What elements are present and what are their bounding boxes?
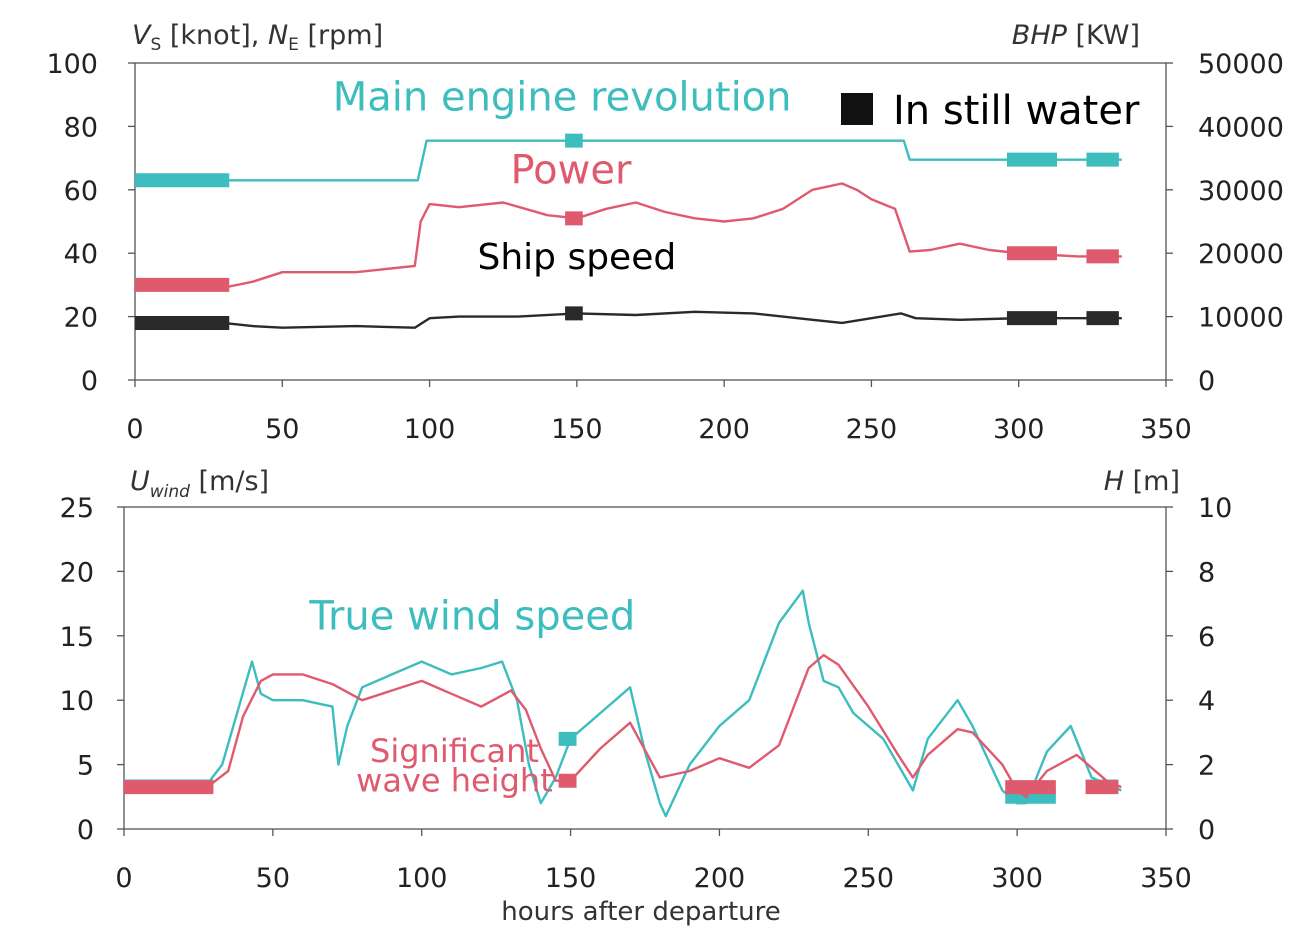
bottom-chart-x-tick-label: 300: [991, 863, 1043, 894]
top-chart-plot-frame: [134, 62, 1167, 381]
top-chart-annotations: Main engine revolution Power Ship speed: [333, 75, 792, 278]
still-water-legend-marker: [841, 93, 873, 125]
bottom-chart-y2-tick-label: 6: [1198, 622, 1215, 653]
top-chart-annotation: Ship speed: [477, 237, 676, 278]
top-chart-y2-tick-label: 40000: [1198, 112, 1284, 143]
bottom-chart-y2-tick-label: 10: [1198, 493, 1232, 524]
bottom-chart-x-tick-label: 350: [1140, 863, 1192, 894]
top-chart-x-tick-label: 350: [1140, 414, 1192, 445]
top-chart-x-tick-label: 250: [846, 414, 898, 445]
bottom-chart-annotation: Significant: [370, 732, 539, 770]
bottom-chart-y-tick-label: 5: [77, 751, 94, 782]
bottom-chart-x-tick-label: 250: [843, 863, 895, 894]
bottom-chart-y2-tick-label: 8: [1198, 557, 1215, 588]
top-chart-y2-tick-label: 0: [1198, 366, 1215, 397]
top-chart-x-tick-label: 100: [404, 414, 456, 445]
top-chart-x-tick-label: 150: [551, 414, 603, 445]
bottom-chart-plot-frame: [123, 506, 1167, 830]
bottom-chart-annotation: True wind speed: [308, 593, 635, 639]
top-chart-y-tick-label: 20: [64, 303, 98, 334]
top-chart-annotation: Power: [510, 147, 631, 193]
bottom-chart: Uwind [m/s] H [m] 0 50 100 150 200 250 300 3500…: [60, 466, 1233, 927]
top-chart-y2-tick-label: 30000: [1198, 176, 1284, 207]
top-chart-y-tick-label: 100: [46, 49, 98, 80]
bottom-chart-y-tick-label: 25: [60, 493, 94, 524]
top-chart-x-tick-label: 200: [698, 414, 750, 445]
top-chart-right-axis-label: BHP [KW]: [1012, 20, 1140, 51]
true-wind-speed-line: [124, 589, 1122, 818]
top-chart-y2-tick-label: 20000: [1198, 239, 1284, 270]
top-chart-axes: 0 50 100 150 200 250 300 3500204060801000100002…: [46, 49, 1283, 445]
top-chart-annotation: Main engine revolution: [333, 75, 792, 121]
bottom-chart-y2-tick-label: 2: [1198, 751, 1215, 782]
bottom-chart-left-axis-label: Uwind [m/s]: [130, 466, 269, 502]
bottom-chart-x-tick-label: 200: [694, 863, 746, 894]
bottom-chart-x-tick-label: 50: [256, 863, 290, 894]
significant-wave-height-line: [124, 653, 1122, 798]
still-water-legend-label: In still water: [893, 88, 1140, 134]
bottom-chart-right-axis-label: H [m]: [1104, 466, 1180, 497]
ship-speed-line: [135, 310, 1122, 329]
top-chart-left-axis-label: VS [knot], NE [rpm]: [132, 20, 383, 55]
top-chart-lines: [135, 133, 1122, 330]
still-water-legend: In still water: [841, 88, 1140, 134]
top-chart-y-tick-label: 60: [64, 176, 98, 207]
top-chart-x-tick-label: 50: [265, 414, 299, 445]
top-chart: VS [knot], NE [rpm] BHP [KW] 0 50 100 150 20…: [46, 20, 1283, 445]
top-chart-y-tick-label: 0: [81, 366, 98, 397]
top-chart-x-tick-label: 0: [126, 414, 143, 445]
bottom-chart-y-tick-label: 0: [77, 815, 94, 846]
power-line: [135, 182, 1122, 288]
bottom-chart-y-tick-label: 15: [60, 622, 94, 653]
top-chart-y-tick-label: 40: [64, 239, 98, 270]
bottom-chart-x-tick-label: 150: [545, 863, 597, 894]
top-chart-x-tick-label: 300: [993, 414, 1045, 445]
bottom-chart-annotation: wave height: [356, 762, 553, 800]
bottom-chart-lines: [124, 589, 1122, 818]
bottom-chart-x-tick-label: 100: [396, 863, 448, 894]
top-chart-y2-tick-label: 50000: [1198, 49, 1284, 80]
top-chart-y2-tick-label: 10000: [1198, 303, 1284, 334]
bottom-chart-y2-tick-label: 0: [1198, 815, 1215, 846]
top-chart-y-tick-label: 80: [64, 112, 98, 143]
bottom-chart-y-tick-label: 10: [60, 686, 94, 717]
bottom-chart-x-axis-label: hours after departure: [501, 897, 781, 927]
bottom-chart-x-tick-label: 0: [115, 863, 132, 894]
bottom-chart-y-tick-label: 20: [60, 557, 94, 588]
bottom-chart-y2-tick-label: 4: [1198, 686, 1215, 717]
